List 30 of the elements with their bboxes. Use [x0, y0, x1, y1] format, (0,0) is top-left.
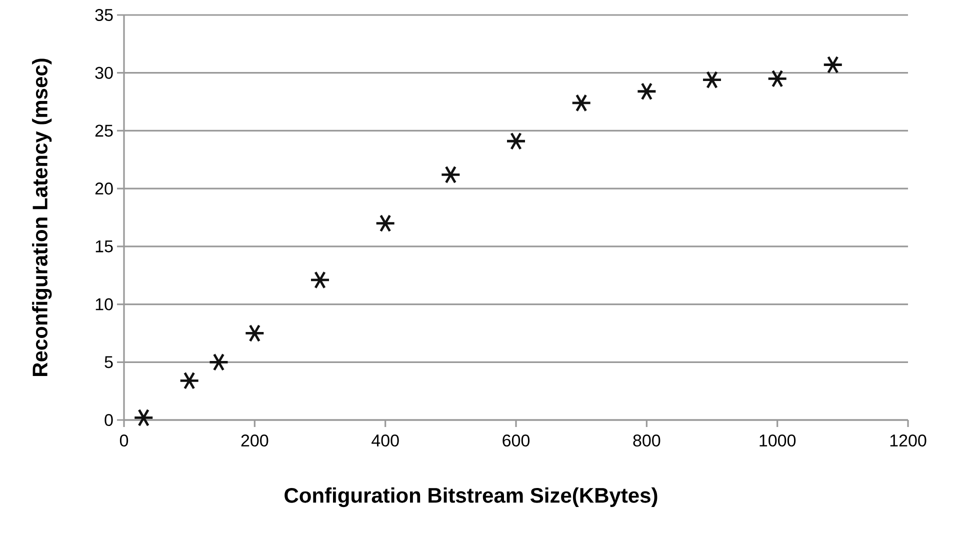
- point: [208, 353, 229, 372]
- y-tick-label: 35: [95, 8, 113, 22]
- x-tick-label: 1000: [760, 434, 796, 447]
- point: [440, 166, 461, 184]
- x-tick-label: 0: [120, 434, 128, 447]
- y-tick-label: 0: [104, 414, 113, 426]
- y-tick-label: 5: [104, 356, 113, 368]
- x-tick-label: 1200: [890, 434, 926, 447]
- point: [571, 94, 592, 112]
- x-axis-title: Configuration Bitstream Size(KBytes): [284, 487, 658, 508]
- point: [702, 70, 722, 89]
- point: [375, 214, 396, 232]
- x-tick-label: 600: [502, 434, 530, 447]
- x-tick-label: 200: [241, 434, 268, 447]
- point: [310, 270, 330, 289]
- point: [133, 408, 154, 427]
- y-axis-title: Reconfiguration Latency (msec): [32, 58, 52, 376]
- y-tick-label: 20: [95, 182, 113, 195]
- point: [506, 132, 526, 150]
- y-tick-label: 25: [95, 124, 113, 137]
- x-tick-label: 400: [372, 434, 399, 447]
- y-tick-label: 15: [96, 240, 113, 252]
- x-tick-label: 800: [633, 434, 660, 447]
- point: [767, 70, 788, 88]
- point: [179, 372, 200, 390]
- point: [636, 82, 657, 100]
- y-tick-label: 10: [96, 298, 113, 310]
- y-tick-label: 30: [95, 66, 113, 79]
- point: [244, 324, 265, 342]
- point: [822, 56, 844, 74]
